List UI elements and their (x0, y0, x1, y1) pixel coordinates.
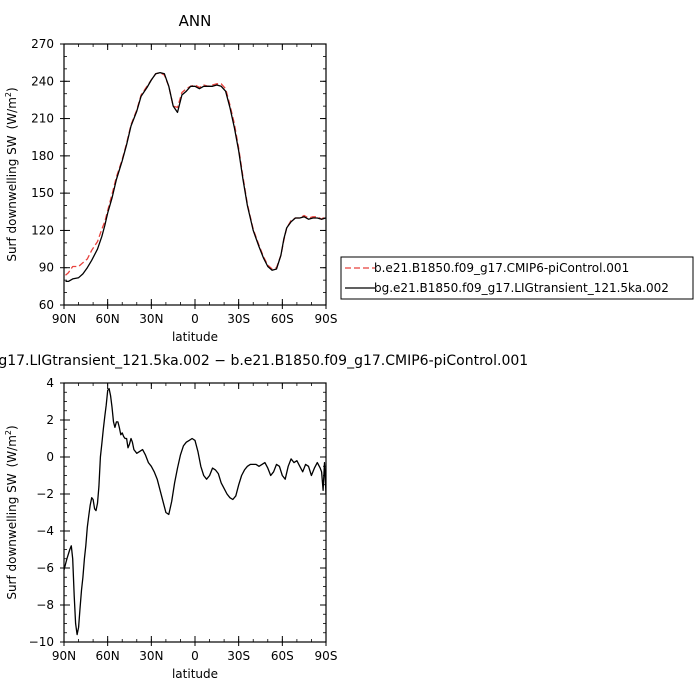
chart-title: bg.e21.B1850.f09_g17.LIGtransient_121.5k… (0, 353, 528, 369)
y-tick-label: 150 (31, 186, 54, 200)
legend-box (340, 256, 694, 300)
y-axis-label-unit: (W/m (5, 97, 19, 129)
series-line-2 (65, 71, 326, 283)
chart-title: ANN (179, 12, 212, 30)
x-tick-label: 60S (271, 312, 294, 326)
y-tick-label: −6 (36, 561, 54, 575)
series-line-1 (65, 71, 326, 276)
legend: b.e21.B1850.f09_g17.CMIP6-piControl.001b… (340, 256, 694, 300)
x-tick-label: 90S (315, 649, 338, 663)
x-tick-label: 60S (271, 649, 294, 663)
y-tick-label: 270 (31, 37, 54, 51)
x-axis-label: latitude (172, 667, 218, 681)
x-tick-label: 30S (227, 649, 250, 663)
x-axis-label: latitude (172, 330, 218, 344)
x-tick-label: 0 (191, 649, 199, 663)
y-axis-label: Surf downwelling SW (W/m2) (4, 425, 19, 599)
series-line-1 (64, 387, 326, 636)
y-tick-label: −2 (36, 487, 54, 501)
legend-label-1: b.e21.B1850.f09_g17.CMIP6-piControl.001 (374, 261, 629, 275)
y-tick-label: 120 (31, 223, 54, 237)
y-tick-label: 210 (31, 112, 54, 126)
y-tick-label: 240 (31, 74, 54, 88)
x-tick-label: 30N (139, 649, 163, 663)
y-tick-label: 90 (39, 261, 54, 275)
legend-label-2: bg.e21.B1850.f09_g17.LIGtransient_121.5k… (374, 281, 669, 295)
x-tick-label: 90N (52, 649, 76, 663)
y-tick-label: 180 (31, 149, 54, 163)
x-tick-label: 90N (52, 312, 76, 326)
y-axis-label-main: Surf downwelling SW (5, 473, 19, 599)
x-tick-label: 30N (139, 312, 163, 326)
chart-annual-sw: ANN 90N 60N 30N 0 30S 60S 90S 60 90 120 150 180 210 24… (4, 12, 337, 344)
y-tick-label: 4 (46, 376, 54, 390)
x-tick-label: 60N (96, 312, 120, 326)
y-axis-label: Surf downwelling SW (W/m2) (4, 87, 19, 261)
x-tick-label: 90S (315, 312, 338, 326)
y-axis-label-main: Surf downwelling SW (5, 135, 19, 261)
x-tick-label: 60N (96, 649, 120, 663)
y-axis-label-close: ) (5, 87, 19, 92)
y-axis-label-unit: (W/m (5, 435, 19, 467)
y-tick-label: 60 (39, 298, 54, 312)
y-tick-label: 0 (46, 450, 54, 464)
y-tick-label: 2 (46, 413, 54, 427)
y-tick-label: −10 (29, 635, 54, 649)
y-axis-label-sup: 2 (4, 430, 13, 435)
y-axis-label-close: ) (5, 425, 19, 430)
x-tick-label: 30S (227, 312, 250, 326)
x-tick-label: 0 (191, 312, 199, 326)
plot-frame (63, 382, 327, 643)
y-axis-label-sup: 2 (4, 92, 13, 97)
chart-difference-sw: bg.e21.B1850.f09_g17.LIGtransient_121.5k… (0, 353, 528, 681)
plot-frame (63, 43, 327, 306)
y-tick-label: −4 (36, 524, 54, 538)
y-tick-label: −8 (36, 598, 54, 612)
